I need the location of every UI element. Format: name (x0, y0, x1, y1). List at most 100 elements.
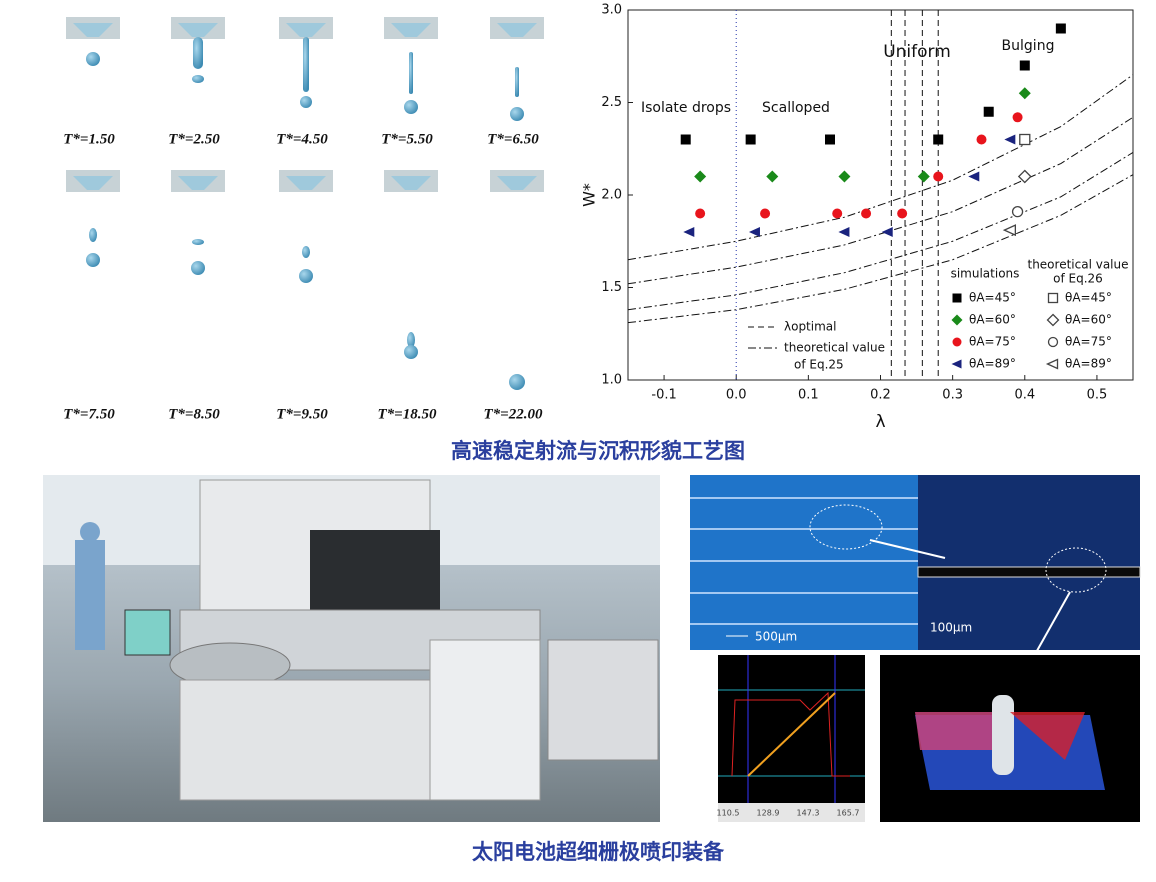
nozzle (286, 23, 326, 37)
legend-label: λoptimal (784, 320, 836, 334)
droplet (86, 52, 100, 66)
plot-frame (627, 9, 1134, 381)
chart: -0.1 0.0 0.1 0.2 0.3 0.4 0.5 1.0 1.5 2.0 2.5 3.0 λ W*… (580, 3, 1134, 432)
drop-sequence: T*=1.50 T*=2.50 T*=4.50 T*=5.50 T*=6.50 T*=7.… (63, 17, 544, 422)
frame-label: T*=8.50 (168, 406, 220, 422)
monitor (124, 609, 171, 656)
droplet (86, 253, 100, 267)
operator-head (80, 522, 100, 542)
x-tick-label: 0.0 (726, 388, 747, 403)
marker (683, 227, 695, 237)
nozzle (391, 176, 431, 190)
marker (933, 171, 944, 182)
legend-marker (952, 293, 962, 303)
highlight (1045, 547, 1107, 593)
nozzle (391, 23, 431, 37)
theory-curve (627, 174, 1134, 324)
annotation: Scalloped (762, 100, 830, 116)
marker (897, 208, 908, 219)
profile-tick-label: 110.5 (717, 809, 740, 818)
legend-marker (951, 359, 962, 369)
marker (861, 208, 872, 219)
profile-ticks: 110.5 128.9 147.3 165.7 (717, 809, 860, 818)
highlight (809, 504, 883, 550)
droplet (404, 100, 418, 114)
legend-label: of Eq.25 (794, 358, 844, 372)
operator (75, 540, 105, 650)
legend-label: θA=89° (969, 357, 1016, 371)
marker (933, 134, 944, 145)
x-tick-label: -0.1 (651, 388, 676, 403)
frame-label: T*=2.50 (168, 131, 220, 147)
annotation: Isolate drops (641, 100, 731, 116)
profile-plot (718, 655, 865, 803)
profile-axis (718, 803, 865, 822)
micro-left (690, 475, 918, 650)
cabinet (429, 639, 541, 801)
section (1010, 712, 1085, 760)
legend-label: theoretical value (784, 341, 885, 355)
machine-heads (310, 530, 440, 610)
marker (760, 208, 771, 219)
droplet (193, 37, 203, 69)
theory-curve (627, 152, 1134, 311)
y-tick-label: 1.5 (601, 280, 622, 295)
nozzle (73, 23, 113, 37)
droplet (300, 96, 312, 108)
profile-tick-label: 147.3 (797, 809, 820, 818)
legend-title: theoretical value (1027, 258, 1128, 272)
micro-right (918, 475, 1140, 650)
frame-label: T*=22.00 (484, 406, 543, 422)
x-tick-label: 0.2 (870, 388, 891, 403)
droplet (299, 269, 313, 283)
nozzle (178, 176, 218, 190)
marker (1004, 134, 1016, 145)
theory-curve (627, 74, 1134, 261)
caption: 高速稳定射流与沉积形貌工艺图 (451, 439, 745, 463)
marker (680, 134, 691, 145)
section (915, 712, 1010, 750)
profile-trace (731, 691, 850, 777)
marker (917, 170, 930, 183)
profile-tick-label: 165.7 (837, 809, 860, 818)
legend-label: θA=75° (1065, 335, 1112, 349)
y-tick-label: 3.0 (601, 3, 622, 18)
marker (832, 208, 843, 219)
droplet (510, 107, 524, 121)
marker (1019, 60, 1030, 71)
marker (745, 134, 756, 145)
marker (748, 227, 760, 237)
x-axis-label: λ (875, 412, 885, 432)
marker (694, 170, 707, 183)
marker (1011, 205, 1024, 218)
finger-line (917, 566, 1141, 578)
frame-label: T*=7.50 (63, 406, 115, 422)
controller (547, 639, 659, 761)
droplet (89, 228, 97, 242)
nozzle (497, 176, 537, 190)
droplet (509, 374, 525, 390)
x-tick-label: 0.4 (1014, 388, 1035, 403)
x-tick-label: 0.1 (798, 388, 819, 403)
annotation: Bulging (1002, 38, 1055, 54)
marker (881, 227, 893, 237)
annotation: Uniform (883, 42, 951, 62)
legend-marker (1047, 292, 1059, 304)
marker (766, 170, 779, 183)
finger-3d (992, 695, 1014, 775)
caption: 太阳电池超细栅极喷印装备 (472, 840, 725, 864)
frame-label: T*=9.50 (276, 406, 328, 422)
droplet (409, 52, 413, 94)
marker (825, 134, 835, 145)
frame-label: T*=5.50 (381, 131, 433, 147)
droplet (191, 261, 205, 275)
droplet (515, 67, 519, 97)
y-tick-label: 1.0 (601, 373, 622, 388)
droplet (404, 345, 418, 359)
marker (1017, 169, 1032, 184)
droplet (192, 75, 204, 83)
droplet (192, 239, 204, 245)
marker (695, 208, 706, 219)
nozzle (178, 23, 218, 37)
